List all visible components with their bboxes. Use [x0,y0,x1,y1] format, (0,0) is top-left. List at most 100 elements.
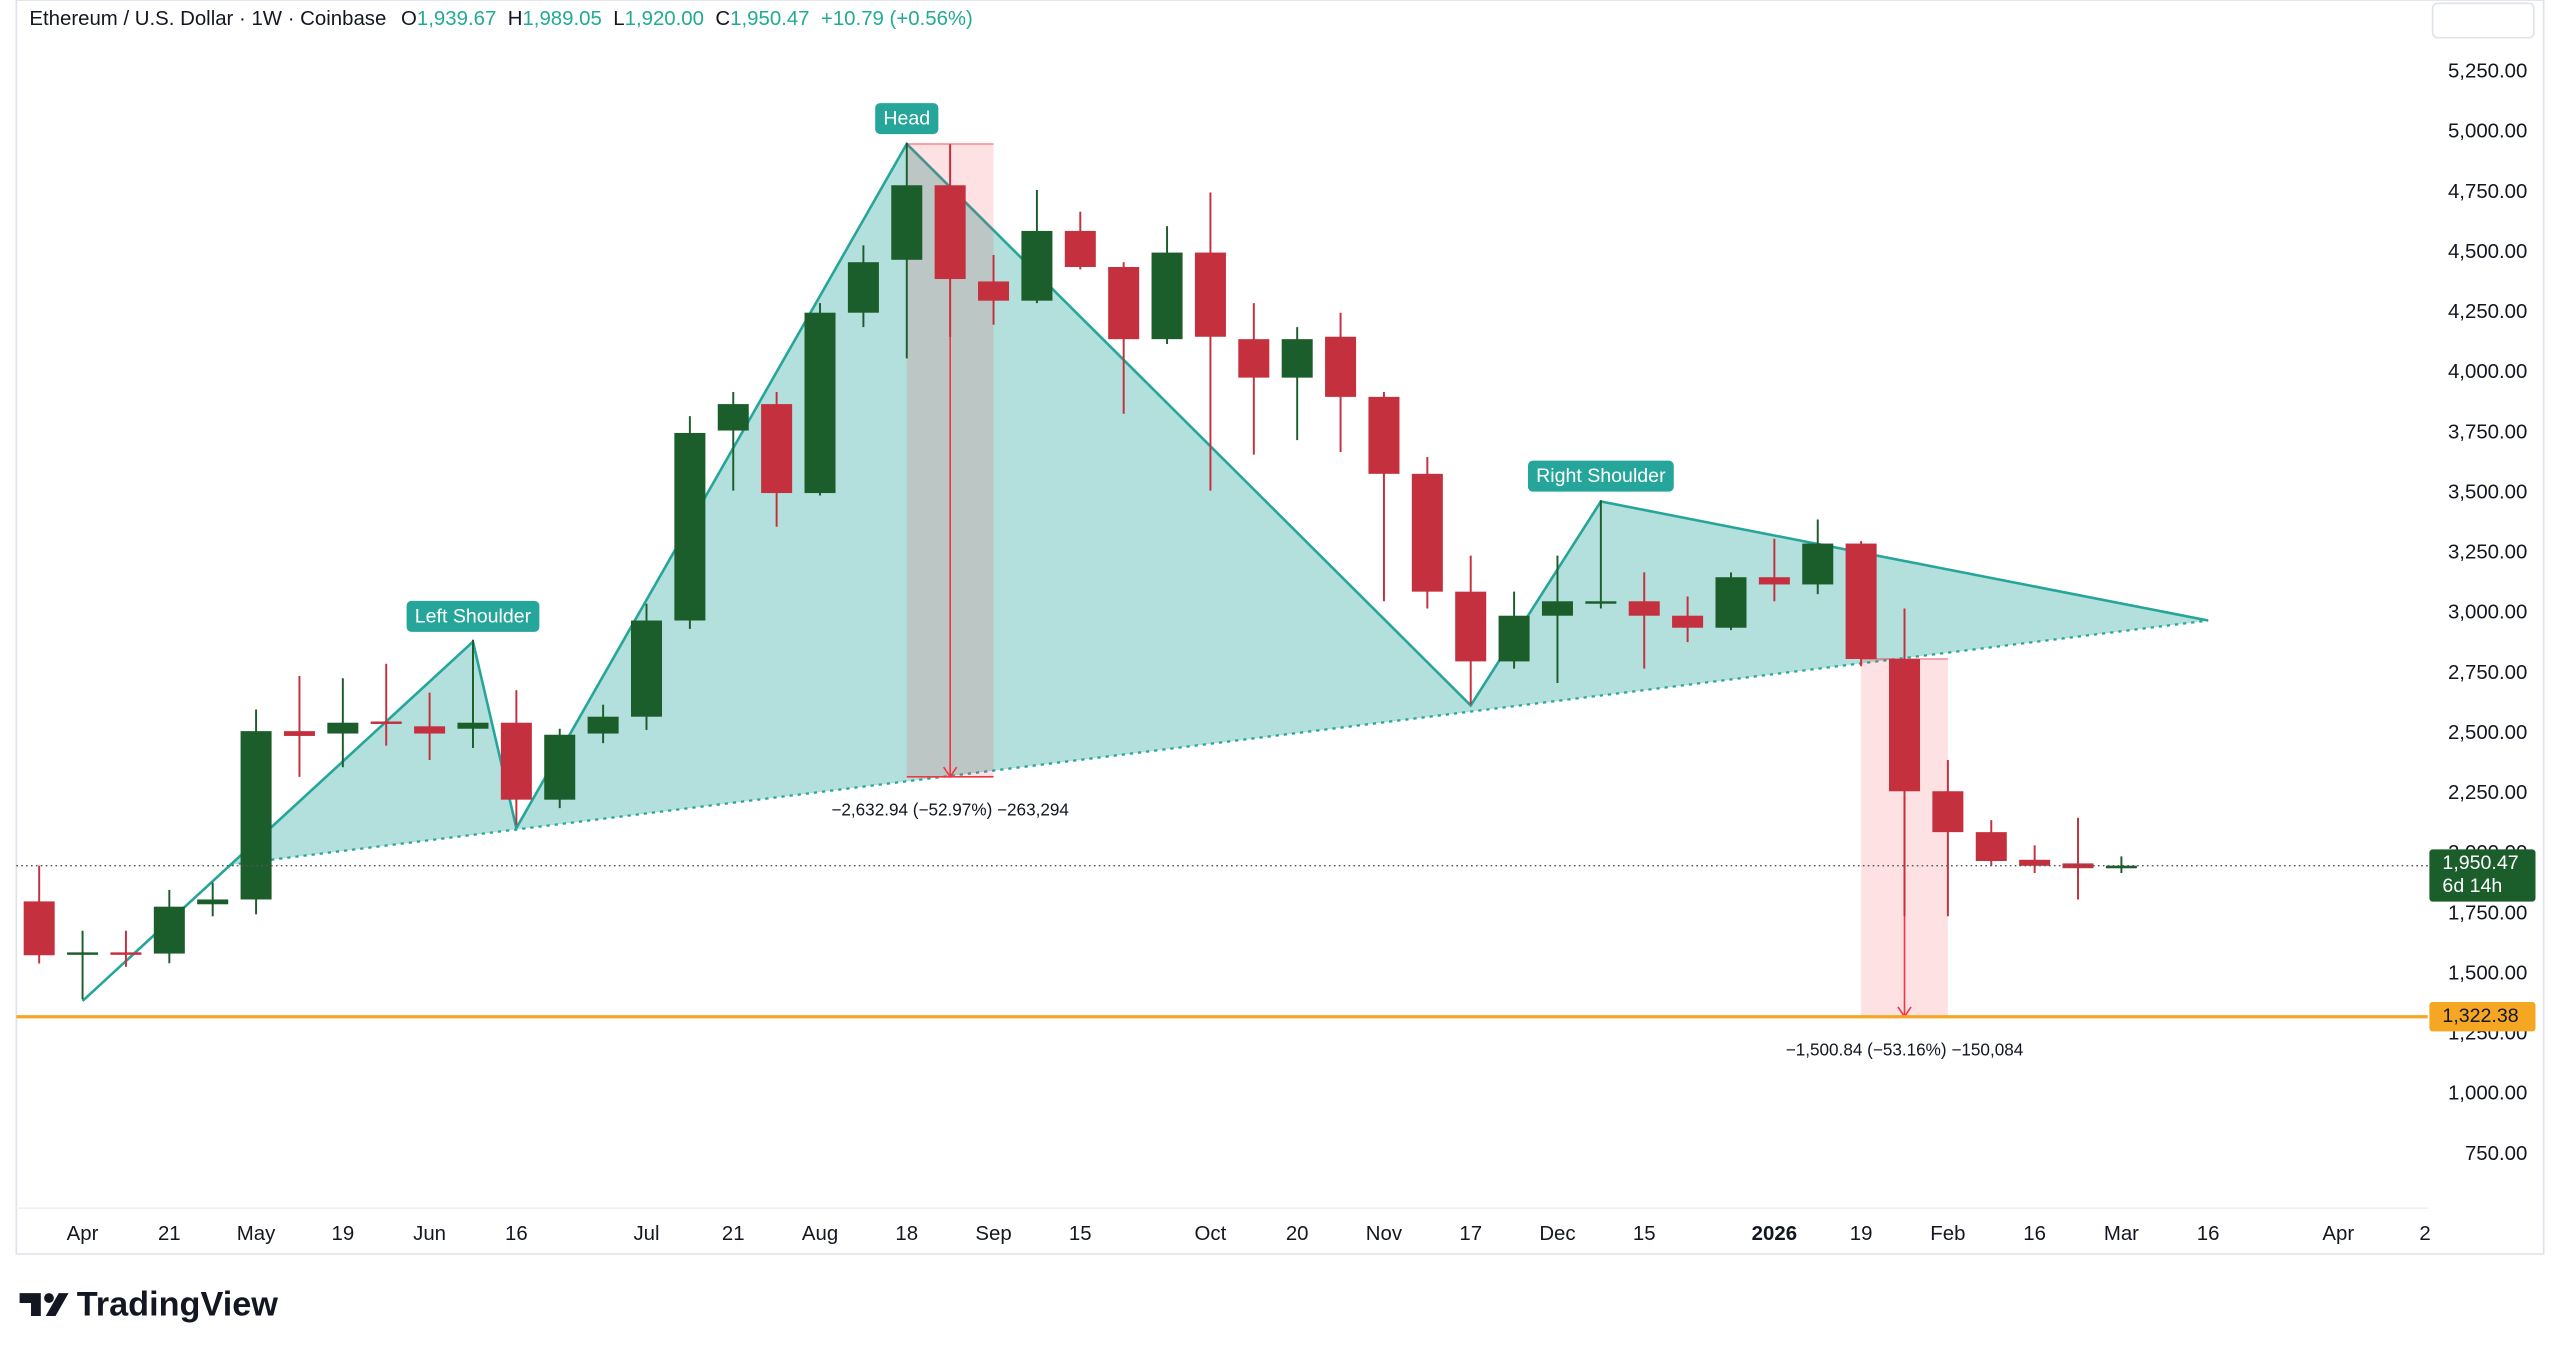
pattern-label-text: Head [883,108,930,130]
x-tick-label: Jul [633,1223,659,1245]
measure-arrowhead [942,766,958,779]
candle-body [1628,601,1660,616]
y-tick-label: 5,000.00 [2448,121,2527,143]
brand-logo[interactable]: TradingView [19,1285,279,1323]
y-tick-label: 4,000.00 [2448,361,2527,383]
candle-body [1021,230,1053,301]
neckline [230,619,2209,866]
candle-body [1194,252,1226,337]
brand-icon-dot[interactable] [44,1293,54,1303]
currency-box[interactable] [2431,2,2535,39]
candle-body [1845,543,1877,659]
y-tick-label: 3,500.00 [2448,481,2527,503]
header-title: Ethereum / U.S. Dollar · 1W · Coinbase [29,8,386,30]
candle-body [1498,615,1530,662]
candle-body [717,404,749,431]
brand-icon[interactable] [19,1293,69,1316]
ohlc-label: L [613,8,624,30]
pattern-label: Head [875,103,939,135]
ohlc-value: 1,950.47 [730,8,809,30]
ohlc-label: C [715,8,730,30]
candle-body [1151,252,1183,340]
x-tick-label: Dec [1539,1223,1575,1245]
candle-body [1411,473,1443,592]
y-tick-label: 3,000.00 [2448,602,2527,624]
x-tick-label: Sep [975,1223,1011,1245]
candle-body [1368,396,1400,474]
candle-body [1455,591,1487,662]
y-tick-label: 2,250.00 [2448,782,2527,804]
candle-body [891,185,923,260]
x-tick-label: 2 [2419,1223,2430,1245]
pattern-label: Left Shoulder [406,600,540,632]
level-tag [2429,1002,2536,1032]
x-tick-label: 21 [722,1223,745,1245]
x-tick-label: 16 [2197,1223,2220,1245]
change-value: +10.79 (+0.56%) [821,8,973,30]
candle-body [67,952,99,955]
y-tick-label: 1,750.00 [2448,902,2527,924]
candle-body [1802,543,1834,585]
pattern-label-text: Left Shoulder [415,605,532,627]
candle-body [1585,601,1617,604]
candle-body [457,722,489,729]
y-tick-label: 2,500.00 [2448,722,2527,744]
candle-body [327,722,359,734]
candle-body [1325,336,1357,397]
x-tick-label: 21 [158,1223,181,1245]
candle-body [934,185,966,280]
pattern-fill [230,143,2209,865]
x-tick-label: Feb [1930,1223,1965,1245]
measure-label: −1,500.84 (−53.16%) −150,084 [1786,1040,2024,1060]
y-tick-label: 2,750.00 [2448,662,2527,684]
ohlc-label: H [508,8,523,30]
candle-body [2019,859,2051,866]
pattern-label-text: Right Shoulder [1536,465,1666,487]
x-tick-label: 19 [1850,1223,1873,1245]
x-tick-label: Nov [1366,1223,1403,1245]
y-tick-label: 5,250.00 [2448,61,2527,83]
candle-body [1064,230,1096,268]
chart-frame [15,0,2545,1255]
candle-body [1238,339,1270,378]
ohlc-value: 1,939.67 [417,8,496,30]
ohlc-label: O [401,8,417,30]
x-tick-label: Oct [1195,1223,1227,1245]
brand-text[interactable]: TradingView [77,1285,279,1323]
x-tick-label: 15 [1069,1223,1092,1245]
x-tick-label: Mar [2104,1223,2139,1245]
x-tick-label: 17 [1459,1223,1482,1245]
x-tick-label: May [237,1223,276,1245]
x-tick-label: Jun [413,1223,446,1245]
x-tick-label: 19 [331,1223,354,1245]
candle-body [761,404,793,494]
y-tick-label: 4,250.00 [2448,301,2527,323]
pattern-label: Right Shoulder [1527,460,1674,492]
candle-body [197,899,229,905]
y-tick-label: 3,750.00 [2448,421,2527,443]
candle-body [23,901,55,956]
x-tick-label: 18 [895,1223,918,1245]
candle-body [978,281,1010,301]
candle-body [1281,339,1313,378]
candle-body [2062,863,2094,869]
y-tick-label: 3,250.00 [2448,542,2527,564]
candle-body [1108,267,1140,340]
candle-body [630,620,663,717]
candle-body [2105,865,2137,869]
x-tick-label: Apr [67,1223,99,1245]
candle-body [847,262,879,313]
y-tick-label: 4,750.00 [2448,181,2527,203]
ohlc-value: 1,989.05 [522,8,601,30]
price-tag-label: 1,950.47 [2442,852,2518,874]
x-tick-label: 15 [1633,1223,1656,1245]
candle-body [1541,601,1573,616]
y-tick-label: 4,500.00 [2448,241,2527,263]
y-tick-label: 750.00 [2465,1143,2527,1165]
pattern-label-box [875,103,939,135]
candle-body [283,731,315,736]
candle-body [500,722,532,800]
x-tick-label: 2026 [1752,1223,1797,1245]
